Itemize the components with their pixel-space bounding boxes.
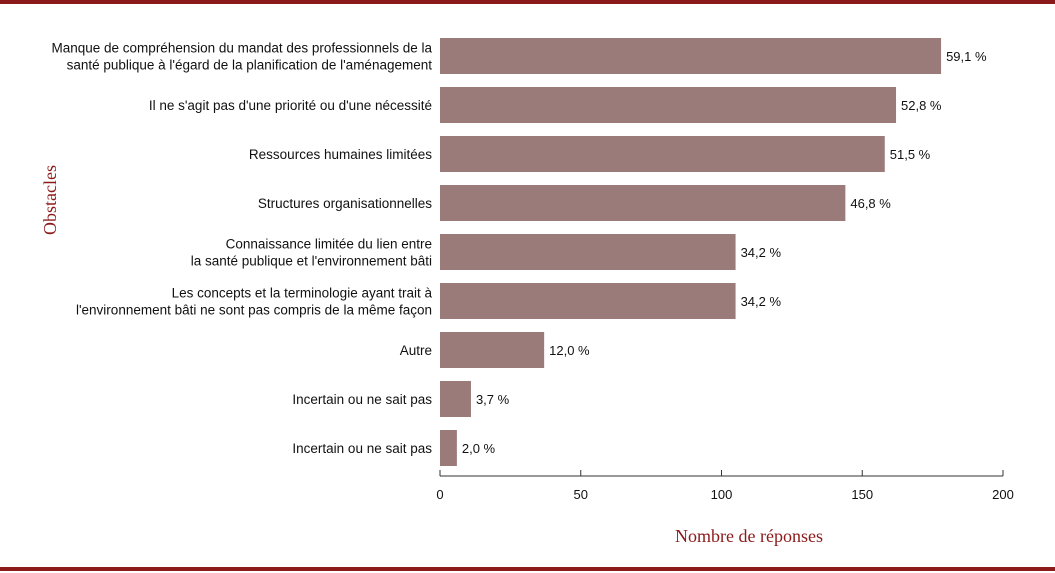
category-label: Les concepts et la terminologie ayant tr…: [76, 286, 433, 318]
value-label: 3,7 %: [476, 392, 510, 407]
category-label: Structures organisationnelles: [258, 196, 432, 211]
value-label: 2,0 %: [462, 441, 496, 456]
value-label: 46,8 %: [850, 196, 891, 211]
value-label: 51,5 %: [890, 147, 931, 162]
value-labels: 59,1 % 52,8 % 51,5 % 46,8 % 34,2 % 34,2 % 12,0…: [462, 49, 987, 456]
category-labels: Manque de compréhension du mandat des pr…: [52, 41, 433, 457]
category-label: Connaissance limitée du lien entre la san…: [191, 237, 432, 269]
bar: [440, 185, 846, 221]
category-label-line: Manque de compréhension du mandat des pr…: [52, 41, 433, 56]
y-axis-title: Obstacles: [40, 165, 60, 235]
bar: [440, 136, 885, 172]
value-label: 59,1 %: [946, 49, 987, 64]
bar: [440, 381, 471, 417]
x-tick-label: 50: [574, 487, 588, 502]
category-label: Incertain ou ne sait pas: [292, 392, 432, 407]
category-label: Il ne s'agit pas d'une priorité ou d'une…: [149, 98, 432, 113]
value-label: 34,2 %: [741, 245, 782, 260]
value-label: 52,8 %: [901, 98, 942, 113]
category-label: Incertain ou ne sait pas: [292, 441, 432, 456]
category-label-line: Connaissance limitée du lien entre: [226, 237, 432, 252]
category-label-line: santé publique à l'égard de la planifica…: [67, 58, 433, 73]
category-label-line: Il ne s'agit pas d'une priorité ou d'une…: [149, 98, 432, 113]
category-label: Ressources humaines limitées: [249, 147, 432, 162]
category-label-line: Structures organisationnelles: [258, 196, 432, 211]
x-axis-title: Nombre de réponses: [675, 526, 823, 546]
bar: [440, 283, 736, 319]
bar: [440, 87, 897, 123]
category-label-line: Autre: [400, 343, 432, 358]
bar: [440, 430, 457, 466]
bar: [440, 38, 942, 74]
x-tick-label: 100: [711, 487, 733, 502]
bars-layer: [440, 38, 942, 466]
category-label-line: Les concepts et la terminologie ayant tr…: [172, 286, 433, 301]
category-label-line: Incertain ou ne sait pas: [292, 441, 432, 456]
value-label: 34,2 %: [741, 294, 782, 309]
bar: [440, 332, 545, 368]
bar: [440, 234, 736, 270]
category-label-line: la santé publique et l'environnement bât…: [191, 254, 432, 269]
category-label-line: Ressources humaines limitées: [249, 147, 432, 162]
category-label-line: Incertain ou ne sait pas: [292, 392, 432, 407]
bottom-border: [0, 567, 1055, 571]
x-tick-label: 0: [436, 487, 443, 502]
top-border: [0, 0, 1055, 4]
x-tick-label: 200: [992, 487, 1014, 502]
category-label-line: l'environnement bâti ne sont pas compris…: [76, 303, 432, 318]
value-label: 12,0 %: [549, 343, 590, 358]
x-axis-ticks: 0 50 100 150 200: [436, 470, 1014, 502]
category-label: Autre: [400, 343, 432, 358]
x-tick-label: 150: [851, 487, 873, 502]
category-label: Manque de compréhension du mandat des pr…: [52, 41, 433, 73]
